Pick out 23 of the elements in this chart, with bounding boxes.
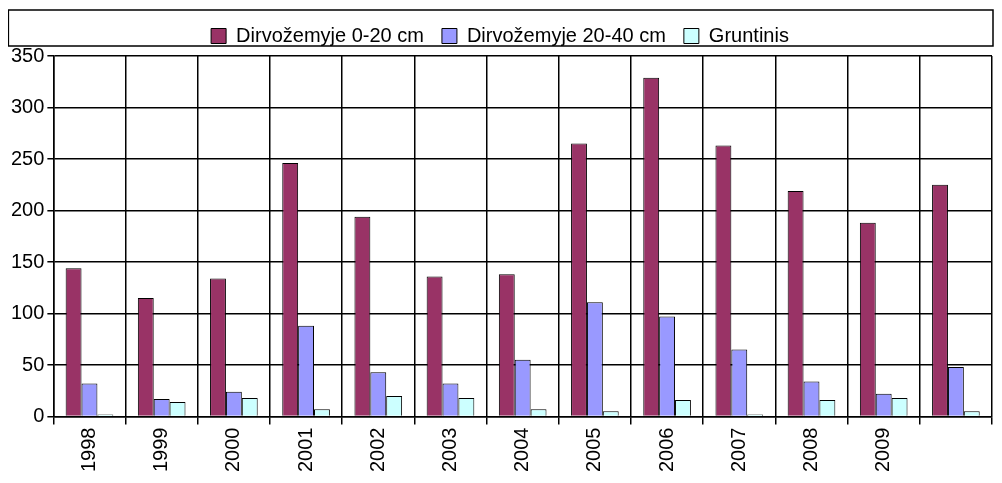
x-tick-label: 2008 <box>799 427 822 473</box>
x-tick-label: 2004 <box>510 427 533 473</box>
x-tick-label: 2000 <box>221 427 244 473</box>
legend-label: Dirvožemyje 20-40 cm <box>466 23 666 46</box>
y-tick-label: 200 <box>10 198 45 221</box>
y-tick-label: 350 <box>10 43 45 66</box>
x-tick-label: 2006 <box>654 427 677 473</box>
x-tick-label: 1999 <box>149 427 172 473</box>
x-tick-label: 1998 <box>76 427 99 473</box>
x-tick-label: 2009 <box>871 427 894 473</box>
y-tick-label: 0 <box>33 404 45 427</box>
legend-label: Dirvožemyje 0-20 cm <box>236 23 424 46</box>
y-tick-label: 300 <box>10 95 45 118</box>
y-tick-label: 100 <box>10 301 45 324</box>
x-tick-label: 2005 <box>582 427 605 473</box>
x-tick-label: 2001 <box>293 427 316 473</box>
y-tick-label: 50 <box>22 352 45 375</box>
x-tick-label: 2007 <box>726 427 749 473</box>
x-tick-label: 2003 <box>438 427 460 473</box>
y-tick-label: 250 <box>10 146 45 169</box>
y-tick-label: 150 <box>10 249 45 272</box>
x-tick-label: 2002 <box>365 427 388 473</box>
legend-label: Gruntinis <box>708 23 789 46</box>
